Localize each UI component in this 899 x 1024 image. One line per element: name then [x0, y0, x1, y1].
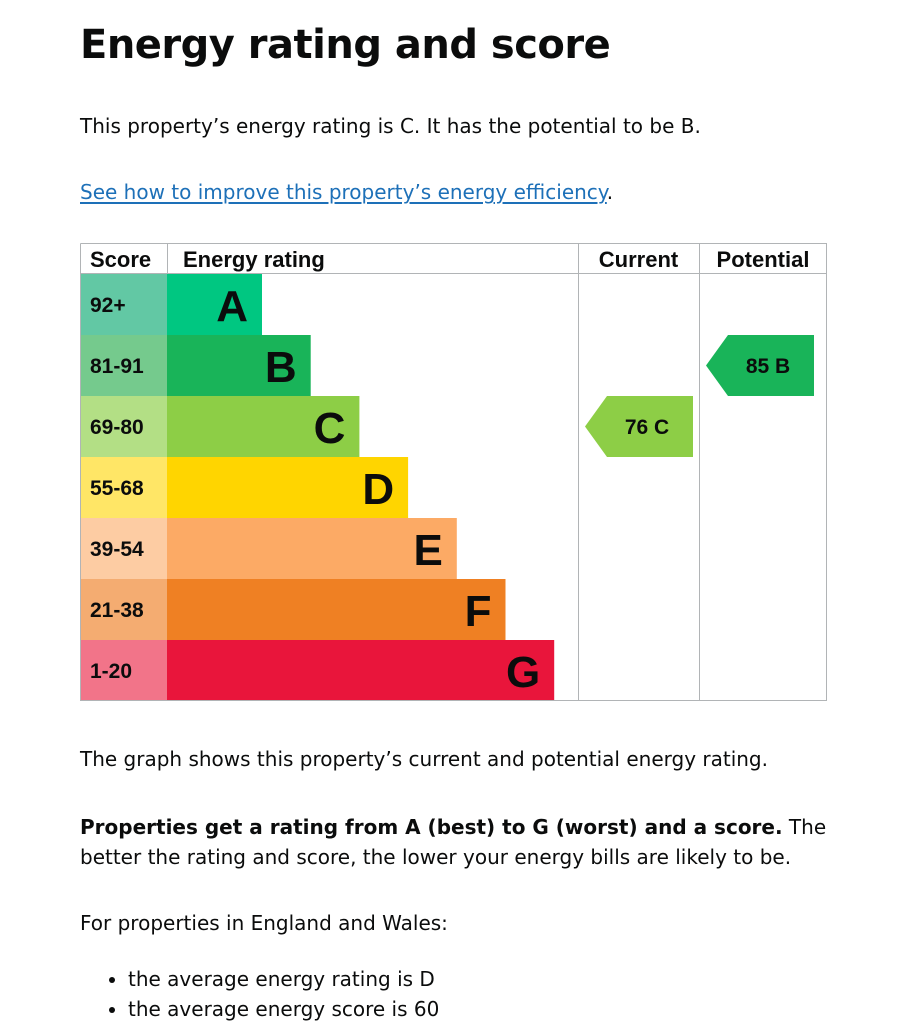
rating-letter-d: D — [362, 465, 394, 514]
current-rating-label: 76 C — [625, 416, 669, 439]
score-range-d: 55-68 — [90, 477, 144, 500]
page-title: Energy rating and score — [80, 22, 611, 68]
score-range-cell-c — [80, 396, 167, 457]
rating-letter-g: G — [506, 648, 540, 697]
rating-bar-f — [167, 579, 506, 640]
score-range-c: 69-80 — [90, 416, 144, 439]
potential-header: Potential — [717, 247, 810, 272]
score-header: Score — [90, 247, 151, 272]
average-score-item: the average energy score is 60 — [128, 994, 828, 1024]
rating-info-rest: The better the rating and score, the low… — [80, 815, 827, 869]
score-range-b: 81-91 — [90, 355, 144, 378]
score-range-cell-d — [80, 457, 167, 518]
rating-bar-a — [167, 274, 262, 335]
region-text: For properties in England and Wales: — [80, 911, 448, 935]
rating-bar-e — [167, 518, 457, 579]
potential-rating-label: 85 B — [746, 355, 790, 378]
rating-bar-d — [167, 457, 409, 518]
energy-rating-chart: Score Energy rating Current Potential 92+ A 81… — [80, 243, 827, 701]
score-range-e: 39-54 — [90, 538, 144, 561]
rating-bar-b — [167, 335, 311, 396]
rating-letter-e: E — [413, 526, 442, 575]
score-range-g: 1-20 — [90, 660, 132, 683]
current-arrow — [585, 396, 693, 457]
score-range-cell-a — [80, 274, 167, 335]
link-suffix: . — [606, 180, 614, 204]
rating-letter-a: A — [216, 282, 248, 331]
graph-description: The graph shows this property’s current … — [80, 747, 768, 771]
score-range-cell-f — [80, 579, 167, 640]
score-range-cell-g — [80, 640, 167, 701]
score-range-cell-e — [80, 518, 167, 579]
rating-summary: This property’s energy rating is C. It h… — [80, 114, 701, 138]
score-range-cell-b — [80, 335, 167, 396]
averages-list: the average energy rating is D the avera… — [80, 964, 828, 1024]
rating-letter-b: B — [265, 343, 297, 392]
potential-arrow — [706, 335, 814, 396]
score-range-f: 21-38 — [90, 599, 144, 622]
rating-letter-f: F — [465, 587, 492, 636]
rating-bar-g — [167, 640, 555, 701]
rating-letter-c: C — [314, 404, 346, 453]
improve-efficiency-link[interactable]: See how to improve this property’s energ… — [80, 180, 607, 204]
current-header: Current — [599, 247, 679, 272]
rating-info-bold: Properties get a rating from A (best) to… — [80, 815, 783, 839]
energy-rating-header: Energy rating — [183, 247, 325, 272]
rating-info: Properties get a rating from A (best) to… — [80, 812, 840, 872]
improve-link-wrapper: See how to improve this property’s energ… — [80, 177, 613, 207]
average-rating-item: the average energy rating is D — [128, 964, 828, 994]
rating-bar-c — [167, 396, 360, 457]
score-range-a: 92+ — [90, 294, 126, 317]
